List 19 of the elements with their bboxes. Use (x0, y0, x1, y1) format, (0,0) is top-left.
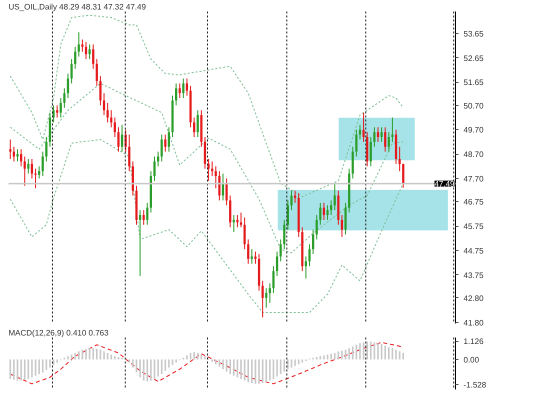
y-tick-label: -1.528 (464, 380, 487, 390)
y-tick-label: 46.75 (464, 198, 484, 207)
y-tick-label: 42.80 (464, 294, 484, 303)
y-tick-label: 50.70 (464, 101, 484, 110)
y-tick-label: 52.65 (464, 54, 484, 63)
y-tick-label: 53.65 (464, 29, 484, 38)
ref-line-label: 47.49 (434, 180, 456, 189)
chart-title: MACD(12,26,9) 0.410 0.763 (8, 328, 110, 338)
y-tick-label: 49.70 (464, 126, 484, 135)
y-tick-label: 45.75 (464, 222, 484, 231)
y-tick-label: 0.00 (464, 355, 480, 364)
y-tick-label: 41.80 (464, 318, 484, 328)
y-tick-label: 51.65 (464, 78, 484, 88)
chart-title: US_OIL,Daily 48.29 48.31 47.32 47.49 (8, 2, 146, 12)
y-tick-label: 1.126 (464, 337, 484, 346)
y-tick-label: 43.75 (464, 270, 484, 280)
y-tick-label: 44.75 (464, 246, 484, 256)
y-tick-label: 47.70 (464, 174, 484, 184)
y-tick-label: 48.70 (464, 150, 484, 160)
